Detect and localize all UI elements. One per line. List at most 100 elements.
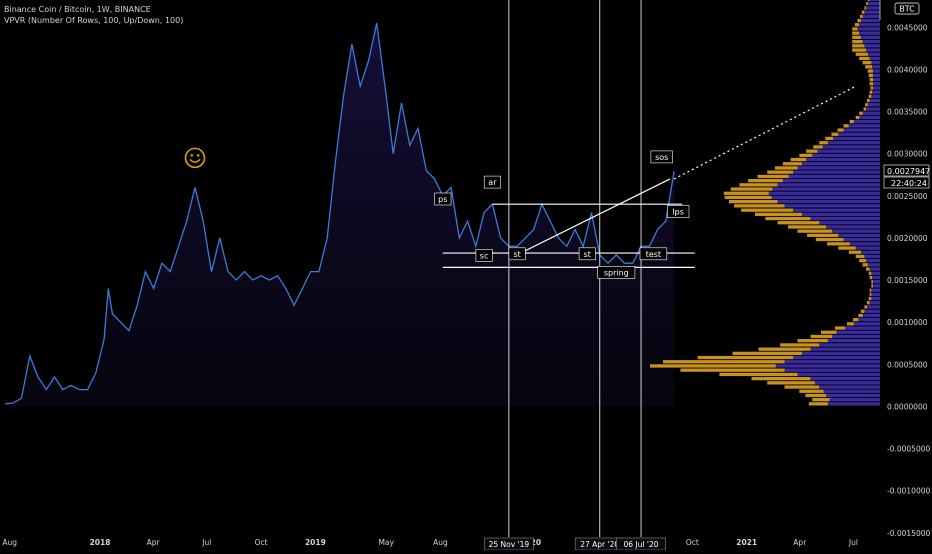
x-tick-label: Aug [2,538,17,547]
vpvr-up-bar [867,263,880,267]
vpvr-up-bar [864,44,880,48]
annotation-st: st [578,247,596,261]
vpvr-up-bar [848,124,880,128]
x-tick-label: Oct [686,538,699,547]
vpvr-down-bar [757,174,789,179]
vpvr-down-bar [784,385,820,389]
y-tick-label: -0.0010000 [887,487,930,496]
y-tick-label: 0.0015000 [887,276,928,285]
vpvr-down-bar [870,86,874,90]
vpvr-down-bar [861,10,865,14]
vpvr-up-bar [866,107,880,111]
vpvr-down-bar [777,221,820,225]
vpvr-up-bar [855,246,880,250]
y-tick-label: 0.0005000 [887,360,928,369]
vpvr-down-bar [821,330,837,334]
vpvr-down-bar [739,183,778,187]
annotation-label: st [584,250,591,259]
vpvr-up-bar [862,111,880,115]
x-tick-label: Apr [147,538,161,547]
vpvr-down-bar [723,191,769,195]
vpvr-down-bar [866,267,870,271]
dotted-trendline [673,85,857,180]
vpvr-down-bar [855,115,860,120]
countdown-label: 22:40:24 [891,179,927,188]
vpvr-up-bar [843,237,880,242]
vpvr-down-bar [780,343,820,347]
annotation-ps: ps [434,192,452,206]
vpvr-down-bar [868,73,873,77]
vpvr-down-bar [799,389,824,393]
vpvr-down-bar [869,82,874,86]
y-tick-label: -0.0005000 [887,445,930,454]
vpvr-down-bar [663,360,785,364]
vpvr-down-bar [806,149,818,153]
vpvr-up-bar [857,27,880,31]
vpvr-down-bar [719,372,798,377]
vpvr-down-bar [831,132,839,136]
vpvr-down-bar [849,120,854,124]
annotation-box [667,205,690,218]
y-tick-label: 0.0045000 [887,23,928,32]
vpvr-up-bar [866,259,880,263]
vpvr-down-bar [838,246,856,250]
vpvr-down-bar [868,296,872,301]
x-tick-label: Oct [255,538,268,547]
vertical-marker-label: 25 Nov '19 [489,540,530,549]
vpvr-down-bar [852,31,860,35]
vpvr-up-bar [784,204,880,208]
last-price-label: 0.0027947 [887,167,930,176]
vpvr-up-bar [862,14,880,18]
vpvr-down-bar [863,107,867,111]
currency-label: BTC [899,5,915,14]
vpvr-down-bar [775,166,798,170]
vpvr-down-bar [697,355,794,360]
vpvr-down-bar [852,48,867,52]
annotation-sc: sc [475,249,493,262]
vpvr-down-bar [859,56,870,61]
vpvr-up-bar [819,385,880,389]
vpvr-down-bar [812,398,830,402]
vpvr-up-bar [782,179,880,183]
vpvr-up-bar [871,292,880,296]
vpvr-down-bar [871,280,873,284]
vpvr-down-bar [852,35,861,39]
vertical-marker-date: 25 Nov '19 [484,537,534,551]
vpvr-up-bar [822,145,880,149]
vpvr-up-bar [823,389,880,393]
vpvr-histogram [650,0,880,406]
vpvr-down-bar [860,309,865,313]
vpvr-up-bar [826,393,880,398]
annotation-label: sos [655,153,668,162]
annotation-sos: sos [650,150,673,164]
vpvr-down-bar [741,208,794,212]
vpvr-down-bar [855,254,865,259]
vpvr-up-bar [827,402,880,406]
vpvr-up-bar [833,136,880,141]
vpvr-down-bar [866,2,868,6]
vpvr-down-bar [758,347,811,351]
vpvr-down-bar [864,6,867,10]
vpvr-down-bar [730,187,773,191]
vpvr-up-bar [867,2,880,6]
vpvr-down-bar [765,216,811,221]
vpvr-up-bar [869,267,880,271]
vpvr-up-bar [867,103,880,107]
vpvr-up-bar [869,56,880,61]
vpvr-up-bar [832,334,880,339]
vpvr-down-bar [843,124,849,128]
vpvr-up-bar [867,305,880,309]
annotation-label: test [646,250,661,259]
vpvr-down-bar [868,271,872,275]
vpvr-up-bar [869,301,880,305]
vpvr-up-bar [871,288,880,292]
vpvr-down-bar [865,65,873,69]
vpvr-down-bar [819,141,828,145]
vpvr-down-bar [867,301,870,305]
vpvr-down-bar [782,162,802,166]
vpvr-up-bar [873,69,880,73]
vpvr-down-bar [650,364,776,368]
smiley-icon [184,147,206,169]
